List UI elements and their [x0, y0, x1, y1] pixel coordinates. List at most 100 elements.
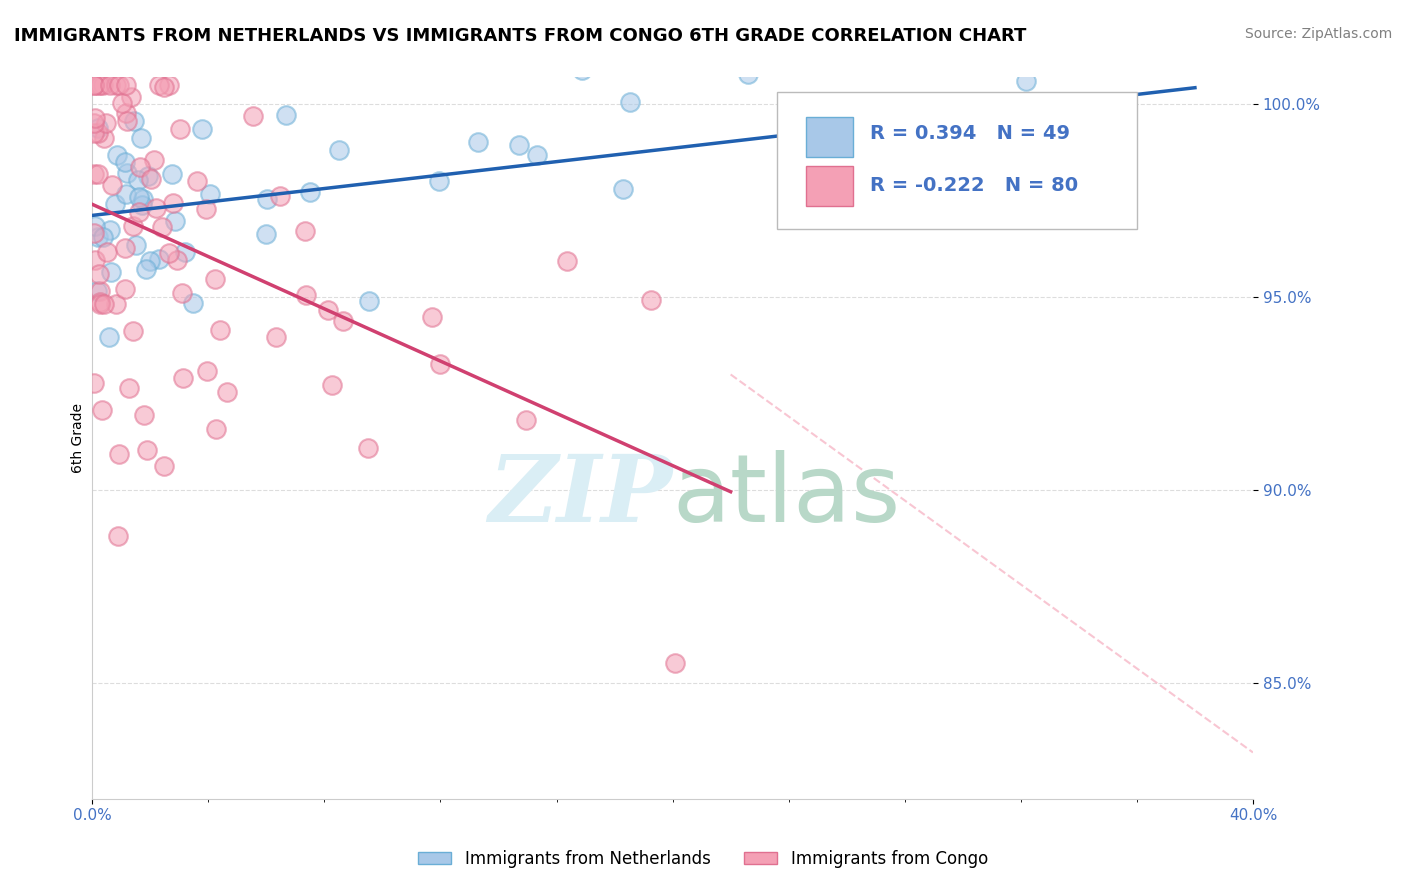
Point — [114, 282, 136, 296]
Point — [205, 421, 228, 435]
Point — [89, 268, 111, 282]
Point — [429, 357, 451, 371]
Point — [186, 174, 208, 188]
Point — [143, 153, 166, 168]
Point — [555, 254, 578, 268]
Point — [200, 187, 222, 202]
Point — [122, 219, 145, 234]
Point — [129, 130, 152, 145]
Point — [89, 284, 111, 298]
Point — [256, 192, 278, 206]
Point — [163, 214, 186, 228]
Point — [94, 116, 117, 130]
Point — [264, 329, 287, 343]
Point — [108, 78, 131, 92]
Point — [89, 294, 111, 309]
Point — [87, 126, 110, 140]
Point — [84, 219, 107, 233]
Point — [115, 106, 138, 120]
Point — [128, 190, 150, 204]
Point — [135, 262, 157, 277]
Point — [825, 149, 848, 163]
Point — [162, 167, 184, 181]
Point — [87, 230, 110, 244]
Point — [332, 314, 354, 328]
FancyBboxPatch shape — [806, 117, 852, 157]
Point — [83, 376, 105, 391]
Point — [141, 172, 163, 186]
Point — [87, 168, 110, 182]
Point — [508, 138, 530, 153]
Point — [114, 155, 136, 169]
Point — [128, 204, 150, 219]
Point — [162, 196, 184, 211]
Point — [174, 245, 197, 260]
Point — [294, 288, 316, 302]
Point — [890, 140, 912, 154]
Point — [104, 297, 127, 311]
Point — [294, 224, 316, 238]
Point — [181, 296, 204, 310]
Text: IMMIGRANTS FROM NETHERLANDS VS IMMIGRANTS FROM CONGO 6TH GRADE CORRELATION CHART: IMMIGRANTS FROM NETHERLANDS VS IMMIGRANT… — [14, 27, 1026, 45]
Point — [90, 402, 112, 417]
Point — [105, 78, 128, 92]
Text: R = 0.394   N = 49: R = 0.394 N = 49 — [870, 124, 1070, 144]
Point — [420, 310, 443, 324]
Point — [215, 384, 238, 399]
Point — [115, 166, 138, 180]
Point — [194, 202, 217, 216]
Point — [191, 122, 214, 136]
FancyBboxPatch shape — [778, 92, 1137, 229]
Point — [427, 174, 450, 188]
Point — [120, 90, 142, 104]
Point — [114, 241, 136, 255]
Point — [467, 135, 489, 149]
Point — [128, 160, 150, 174]
Point — [100, 265, 122, 279]
Point — [208, 323, 231, 337]
Point — [1014, 74, 1036, 88]
Point — [612, 182, 634, 196]
Point — [254, 227, 277, 242]
Text: atlas: atlas — [672, 450, 901, 541]
Point — [131, 192, 153, 206]
Point — [640, 293, 662, 308]
Point — [316, 302, 339, 317]
Y-axis label: 6th Grade: 6th Grade — [72, 403, 86, 473]
Point — [321, 378, 343, 392]
Point — [328, 143, 350, 157]
Point — [97, 330, 120, 344]
Point — [107, 529, 129, 543]
Point — [139, 254, 162, 268]
Point — [125, 237, 148, 252]
Point — [159, 245, 181, 260]
Point — [515, 413, 537, 427]
Point — [84, 112, 107, 126]
Point — [86, 121, 108, 136]
Point — [83, 78, 105, 92]
Point — [1085, 159, 1108, 173]
Point — [737, 67, 759, 81]
Point — [242, 109, 264, 123]
Point — [298, 185, 321, 199]
Point — [619, 95, 641, 110]
Point — [104, 197, 127, 211]
Point — [87, 78, 110, 92]
Point — [276, 108, 298, 122]
Point — [145, 201, 167, 215]
Point — [108, 446, 131, 460]
Point — [83, 126, 105, 140]
Text: Source: ZipAtlas.com: Source: ZipAtlas.com — [1244, 27, 1392, 41]
Point — [169, 122, 191, 136]
Text: R = -0.222   N = 80: R = -0.222 N = 80 — [870, 176, 1078, 195]
Point — [89, 297, 111, 311]
Point — [148, 78, 170, 92]
Point — [93, 131, 115, 145]
Point — [122, 324, 145, 338]
Point — [942, 128, 965, 142]
FancyBboxPatch shape — [806, 166, 852, 206]
Point — [172, 371, 194, 385]
Point — [204, 271, 226, 285]
Point — [127, 173, 149, 187]
Point — [91, 78, 114, 92]
